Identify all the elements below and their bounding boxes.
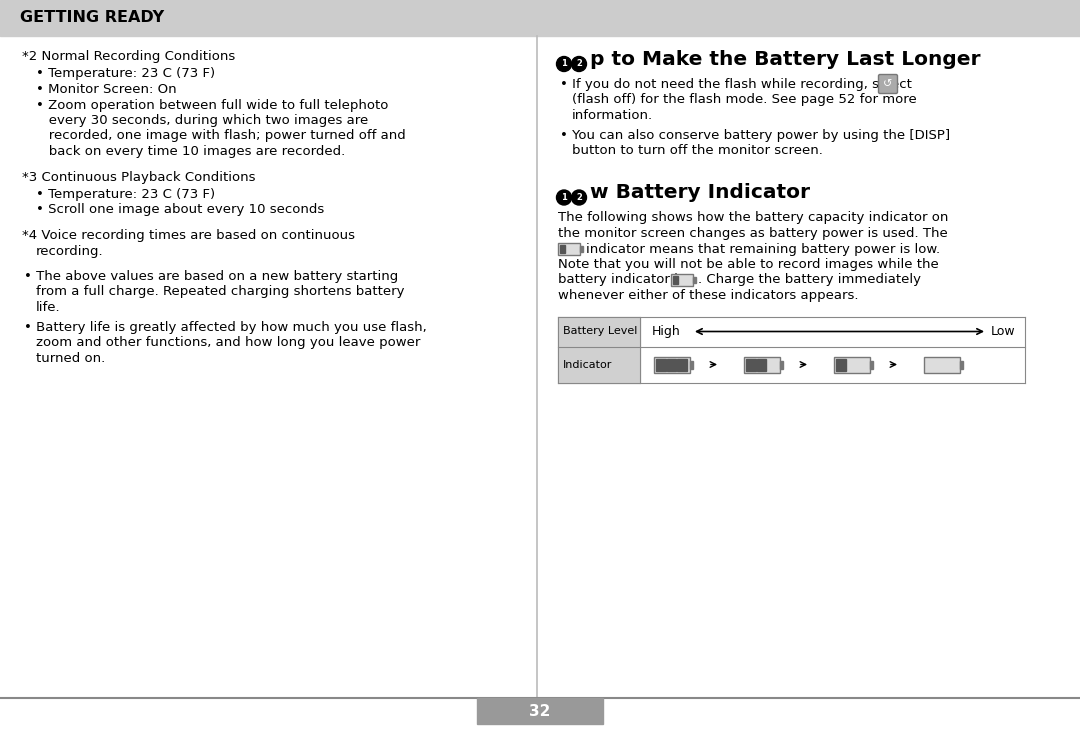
Text: whenever either of these indicators appears.: whenever either of these indicators appe…	[558, 289, 859, 302]
Bar	[558, 347, 640, 383]
Text: 32: 32	[529, 704, 551, 718]
Text: p to Make the Battery Last Longer: p to Make the Battery Last Longer	[590, 50, 981, 69]
Text: 2: 2	[576, 59, 582, 68]
Bar	[673, 275, 678, 283]
Bar	[0, 0, 1080, 36]
Text: *3 Continuous Playback Conditions: *3 Continuous Playback Conditions	[22, 171, 256, 183]
Bar	[834, 356, 870, 372]
Text: recording.: recording.	[36, 245, 104, 258]
Bar	[677, 358, 687, 371]
Text: Low: Low	[991, 325, 1015, 338]
Bar	[960, 361, 963, 369]
Text: • You can also conserve battery power by using the [DISP]: • You can also conserve battery power by…	[561, 128, 950, 142]
Text: • Temperature: 23 C (73 F): • Temperature: 23 C (73 F)	[36, 67, 215, 80]
Text: w Battery Indicator: w Battery Indicator	[590, 183, 810, 202]
Bar	[558, 242, 580, 255]
Text: Battery Level: Battery Level	[563, 326, 637, 337]
Text: recorded, one image with flash; power turned off and: recorded, one image with flash; power tu…	[36, 129, 406, 142]
Text: from a full charge. Repeated charging shortens battery: from a full charge. Repeated charging sh…	[36, 285, 405, 299]
Text: . Charge the battery immediately: . Charge the battery immediately	[698, 274, 921, 286]
FancyBboxPatch shape	[878, 74, 897, 93]
Text: Indicator: Indicator	[563, 359, 612, 369]
Text: *2 Normal Recording Conditions: *2 Normal Recording Conditions	[22, 50, 235, 63]
Circle shape	[571, 190, 586, 205]
Text: information.: information.	[572, 109, 653, 122]
Bar	[746, 358, 756, 371]
Text: • The above values are based on a new battery starting: • The above values are based on a new ba…	[24, 270, 399, 283]
Text: 2: 2	[576, 193, 582, 201]
Text: Note that you will not be able to record images while the: Note that you will not be able to record…	[558, 258, 939, 271]
Text: High: High	[652, 325, 680, 338]
Text: *4 Voice recording times are based on continuous: *4 Voice recording times are based on co…	[22, 229, 355, 242]
Text: • Temperature: 23 C (73 F): • Temperature: 23 C (73 F)	[36, 188, 215, 201]
Bar	[757, 358, 767, 371]
Text: • Battery life is greatly affected by how much you use flash,: • Battery life is greatly affected by ho…	[24, 320, 427, 334]
Bar	[780, 361, 783, 369]
Text: • Zoom operation between full wide to full telephoto: • Zoom operation between full wide to fu…	[36, 99, 389, 112]
Text: 1: 1	[562, 193, 567, 201]
Bar	[671, 274, 693, 285]
Text: button to turn off the monitor screen.: button to turn off the monitor screen.	[572, 144, 823, 157]
Text: • Scroll one image about every 10 seconds: • Scroll one image about every 10 second…	[36, 204, 324, 217]
Text: every 30 seconds, during which two images are: every 30 seconds, during which two image…	[36, 114, 368, 127]
Text: ↺: ↺	[883, 79, 893, 89]
Bar	[654, 356, 690, 372]
Text: life.: life.	[36, 301, 60, 314]
Bar	[477, 698, 603, 724]
Text: the monitor screen changes as battery power is used. The: the monitor screen changes as battery po…	[558, 227, 948, 240]
Text: zoom and other functions, and how long you leave power: zoom and other functions, and how long y…	[36, 336, 420, 349]
Circle shape	[556, 56, 571, 72]
Circle shape	[556, 190, 571, 205]
Bar	[558, 317, 640, 347]
Bar	[580, 245, 583, 252]
Text: (flash off) for the flash mode. See page 52 for more: (flash off) for the flash mode. See page…	[572, 93, 917, 107]
Bar	[666, 358, 676, 371]
Text: • If you do not need the flash while recording, select: • If you do not need the flash while rec…	[561, 78, 912, 91]
Bar	[744, 356, 780, 372]
Bar	[656, 358, 665, 371]
Bar	[561, 245, 565, 253]
Bar	[690, 361, 693, 369]
Text: • Monitor Screen: On: • Monitor Screen: On	[36, 83, 177, 96]
Text: turned on.: turned on.	[36, 352, 105, 364]
Bar	[836, 358, 846, 371]
Bar	[870, 361, 873, 369]
Text: indicator means that remaining battery power is low.: indicator means that remaining battery p…	[586, 242, 940, 255]
Text: The following shows how the battery capacity indicator on: The following shows how the battery capa…	[558, 212, 948, 225]
Text: 1: 1	[562, 59, 567, 68]
Text: battery indicator is: battery indicator is	[558, 274, 685, 286]
Bar	[924, 356, 960, 372]
Circle shape	[571, 56, 586, 72]
Text: back on every time 10 images are recorded.: back on every time 10 images are recorde…	[36, 145, 346, 158]
Bar	[693, 277, 696, 283]
Text: GETTING READY: GETTING READY	[21, 10, 164, 26]
